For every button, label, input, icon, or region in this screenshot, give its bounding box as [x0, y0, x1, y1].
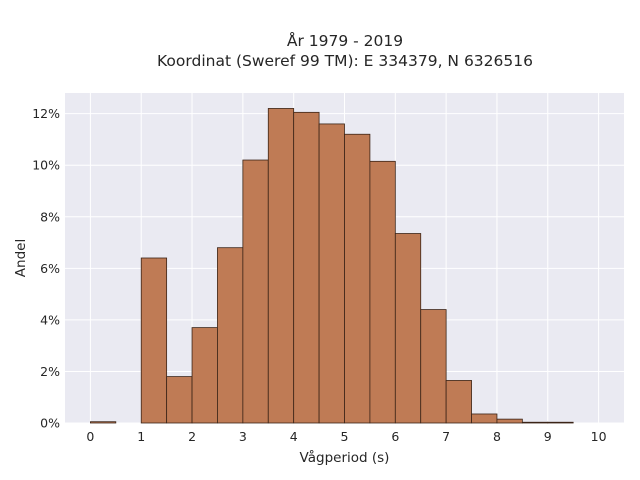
- histogram-bar: [217, 247, 244, 424]
- x-tick-label: 3: [239, 429, 247, 444]
- histogram-bar: [394, 233, 422, 424]
- x-tick-label: 7: [442, 429, 450, 444]
- histogram-bar: [140, 257, 168, 424]
- histogram-bar: [267, 108, 295, 424]
- x-tick-label: 4: [290, 429, 298, 444]
- y-tick-label: 0%: [40, 416, 60, 431]
- y-tick-labels: 0% 2% 4% 6% 8% 10% 12%: [32, 106, 60, 430]
- y-tick-label: 8%: [40, 209, 60, 224]
- histogram-bar: [369, 160, 396, 424]
- x-axis-label: Vågperiod (s): [300, 449, 390, 466]
- x-tick-label: 9: [544, 429, 552, 444]
- histogram-bar: [293, 111, 320, 424]
- y-tick-label: 10%: [32, 158, 60, 173]
- x-tick-label: 6: [391, 429, 399, 444]
- histogram-bar: [521, 421, 549, 424]
- x-tick-label: 0: [86, 429, 94, 444]
- histogram-bar: [471, 413, 498, 424]
- histogram-bar: [318, 123, 345, 424]
- histogram-bar: [90, 421, 117, 424]
- y-tick-label: 12%: [32, 106, 60, 121]
- x-tick-label: 2: [188, 429, 196, 444]
- y-tick-label: 6%: [40, 261, 60, 276]
- x-tick-label: 1: [137, 429, 145, 444]
- bars: [90, 108, 574, 424]
- histogram-bar: [445, 380, 472, 424]
- histogram-bar: [344, 133, 371, 424]
- y-tick-label: 2%: [40, 364, 60, 379]
- histogram-bar: [191, 327, 218, 424]
- x-tick-labels: 0 1 2 3 4 5 6 7 8 9 10: [86, 429, 606, 444]
- histogram-bar: [420, 309, 447, 424]
- histogram-bar: [166, 376, 193, 424]
- chart-title-line-1: År 1979 - 2019: [287, 31, 403, 50]
- chart-title-line-2: Koordinat (Sweref 99 TM): E 334379, N 63…: [157, 52, 533, 70]
- histogram-bar: [242, 159, 269, 424]
- x-tick-label: 5: [341, 429, 349, 444]
- histogram-bar: [496, 418, 523, 424]
- x-tick-label: 10: [591, 429, 607, 444]
- x-tick-label: 8: [493, 429, 501, 444]
- y-tick-label: 4%: [40, 312, 60, 327]
- histogram-bar: [547, 421, 574, 424]
- y-axis-label: Andel: [13, 239, 29, 277]
